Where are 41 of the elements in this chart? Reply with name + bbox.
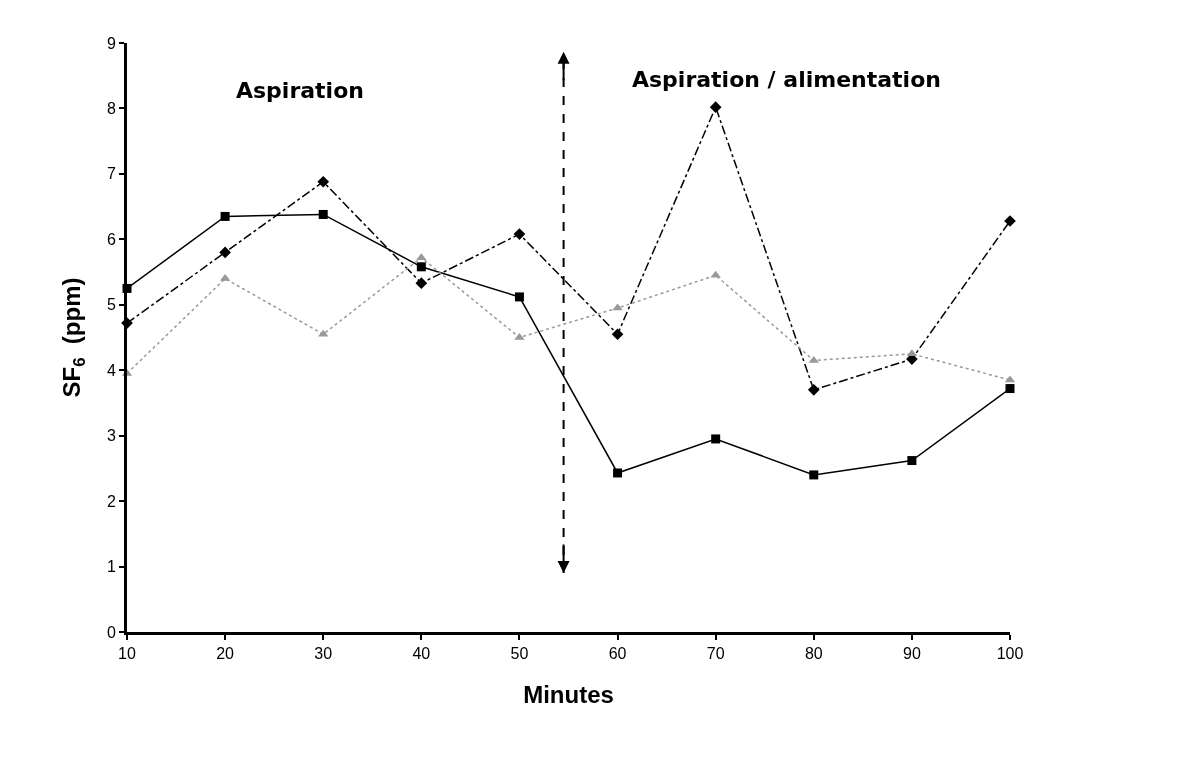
point (318, 209, 328, 219)
point (710, 270, 721, 278)
point (711, 434, 721, 444)
point (220, 211, 230, 221)
x-tick-label: 10 (118, 645, 136, 663)
point (317, 175, 330, 188)
y-tick-label: 5 (106, 296, 116, 314)
x-tick-label: 40 (412, 645, 431, 663)
point (907, 456, 917, 466)
y-tick-label: 3 (106, 427, 116, 445)
point (514, 292, 524, 302)
y-tick-label: 2 (106, 492, 116, 510)
y-tick-label: 1 (106, 558, 116, 576)
x-tick-label: 30 (314, 645, 333, 663)
annotation: Aspiration / alimentation (632, 67, 941, 92)
point (611, 328, 624, 341)
x-tick-label: 100 (996, 645, 1024, 663)
point (613, 468, 623, 478)
point (219, 246, 231, 259)
x-tick-label: 80 (804, 645, 823, 663)
point (807, 384, 820, 396)
point (416, 262, 426, 272)
point (513, 228, 526, 240)
x-tick-label: 50 (510, 645, 529, 663)
x-tick-label: 20 (216, 645, 235, 663)
point (1005, 384, 1015, 394)
x-axis-title: Minutes (523, 680, 614, 708)
x-tick-label: 60 (608, 645, 627, 663)
y-tick-label: 0 (106, 623, 116, 641)
y-tick-label: 7 (106, 165, 116, 183)
y-tick-label: 6 (106, 230, 116, 248)
x-tick-label: 90 (902, 645, 921, 663)
point (415, 277, 428, 290)
x-tick-label: 70 (706, 645, 725, 663)
annotation: Aspiration (236, 78, 364, 103)
y-tick-label: 4 (106, 361, 116, 379)
y-tick-label: 8 (106, 100, 116, 118)
point (808, 355, 819, 363)
point (709, 101, 722, 113)
point (809, 470, 819, 480)
y-tick-label: 9 (106, 34, 116, 52)
